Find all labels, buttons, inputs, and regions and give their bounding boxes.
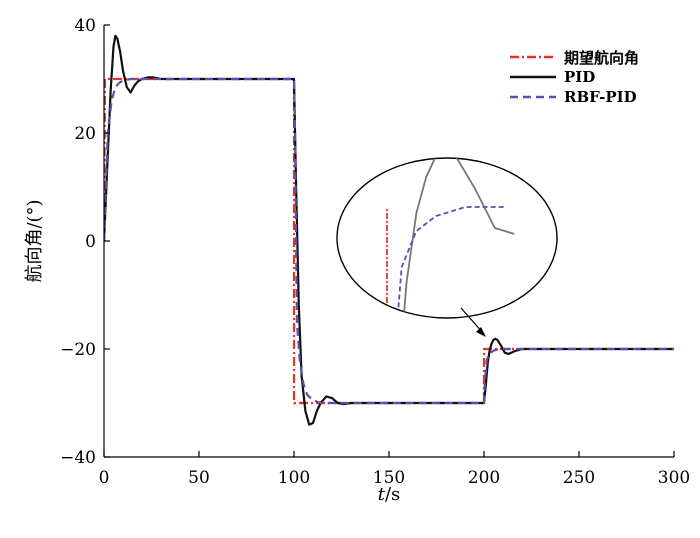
x-tick-label: 100 <box>278 468 310 488</box>
series-line-1 <box>104 34 674 426</box>
x-tick-label: 300 <box>658 468 690 488</box>
series-line-0 <box>104 77 674 405</box>
x-tick-label: 200 <box>468 468 500 488</box>
y-tick-label: 40 <box>74 16 96 36</box>
y-tick-label: −40 <box>60 448 96 468</box>
legend-label-pid: PID <box>564 68 595 86</box>
x-axis-label: t/s <box>378 484 401 505</box>
legend-item-desired: 期望航向角 <box>510 49 639 67</box>
ticks-layer: 0 50 100 150 200 250 300 −40 −20 0 20 40 <box>60 16 690 488</box>
x-tick-label: 0 <box>99 468 110 488</box>
y-axis-label: 航向角/(°) <box>24 199 45 282</box>
y-tick-label: −20 <box>60 340 96 360</box>
y-tick-label: 20 <box>74 124 96 144</box>
inset-series <box>386 158 515 318</box>
series-layer <box>104 34 674 426</box>
series-line-2 <box>104 77 674 405</box>
legend-label-rbf-pid: RBF-PID <box>564 88 637 106</box>
legend: 期望航向角 PID RBF-PID <box>510 49 639 106</box>
legend-item-pid: PID <box>510 68 595 86</box>
legend-item-rbf-pid: RBF-PID <box>510 88 637 106</box>
inset-series-line-1 <box>386 158 515 318</box>
inset-pointer-arrowhead <box>476 327 486 337</box>
x-tick-label: 50 <box>188 468 210 488</box>
legend-label-desired: 期望航向角 <box>564 49 639 67</box>
x-tick-label: 250 <box>563 468 595 488</box>
y-tick-label: 0 <box>85 232 96 252</box>
inset-zoom <box>336 157 558 337</box>
x-tick-label: 150 <box>373 468 405 488</box>
inset-ellipse <box>336 157 558 319</box>
